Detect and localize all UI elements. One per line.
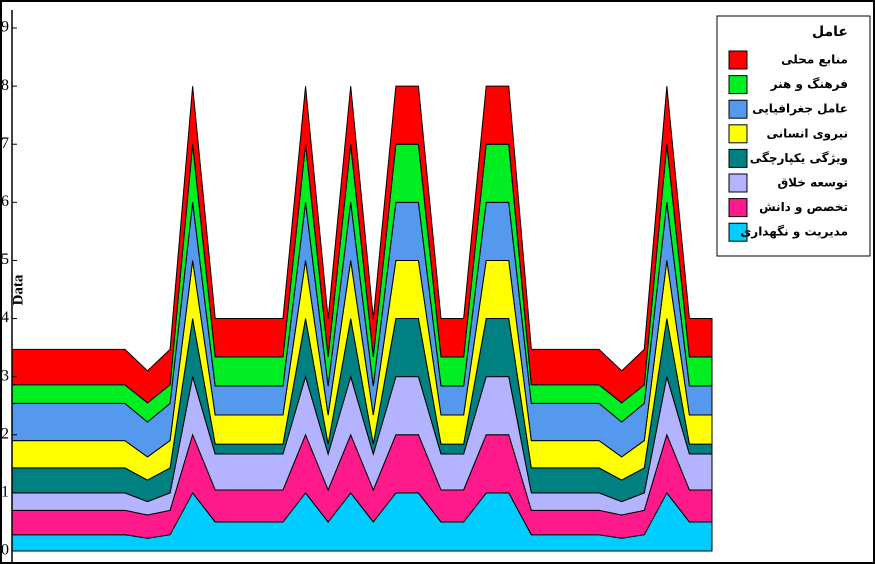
y-tick-label: 8 xyxy=(1,77,9,94)
legend-label: عامل جغرافیایی xyxy=(752,102,848,116)
legend-label: توسعه خلاق xyxy=(777,176,848,191)
y-tick-label: 1 xyxy=(1,484,9,501)
y-tick-label: 7 xyxy=(1,135,9,152)
y-tick-label: 0 xyxy=(1,542,9,559)
area xyxy=(11,85,713,404)
y-tick-label: 5 xyxy=(1,251,9,268)
legend-label: فرهنگ و هنر xyxy=(770,77,848,92)
y-tick-label: 3 xyxy=(1,367,9,384)
legend-swatch xyxy=(728,173,748,193)
y-tick-label: 4 xyxy=(1,309,9,326)
legend-label: ویژگی یکپارچگی xyxy=(750,151,848,166)
legend-swatch xyxy=(728,124,748,144)
y-tick-label: 6 xyxy=(1,193,9,210)
y-axis-label: Data xyxy=(10,274,26,305)
legend-swatch xyxy=(728,50,748,70)
legend-swatch xyxy=(728,222,748,242)
legend-swatch xyxy=(728,99,748,119)
legend-title: عامل xyxy=(812,24,848,40)
legend-swatch xyxy=(728,75,748,95)
legend-label: نیروی انسانی xyxy=(767,126,849,141)
legend-swatch xyxy=(728,198,748,218)
y-tick-label: 9 xyxy=(1,19,9,36)
legend-label: منابع محلی xyxy=(781,53,848,67)
y-tick-label: 2 xyxy=(1,425,9,442)
legend-label: تخصص و دانش xyxy=(759,200,848,215)
legend-label: مدیریت و نگهداری xyxy=(740,225,848,240)
legend-swatch xyxy=(728,148,748,168)
